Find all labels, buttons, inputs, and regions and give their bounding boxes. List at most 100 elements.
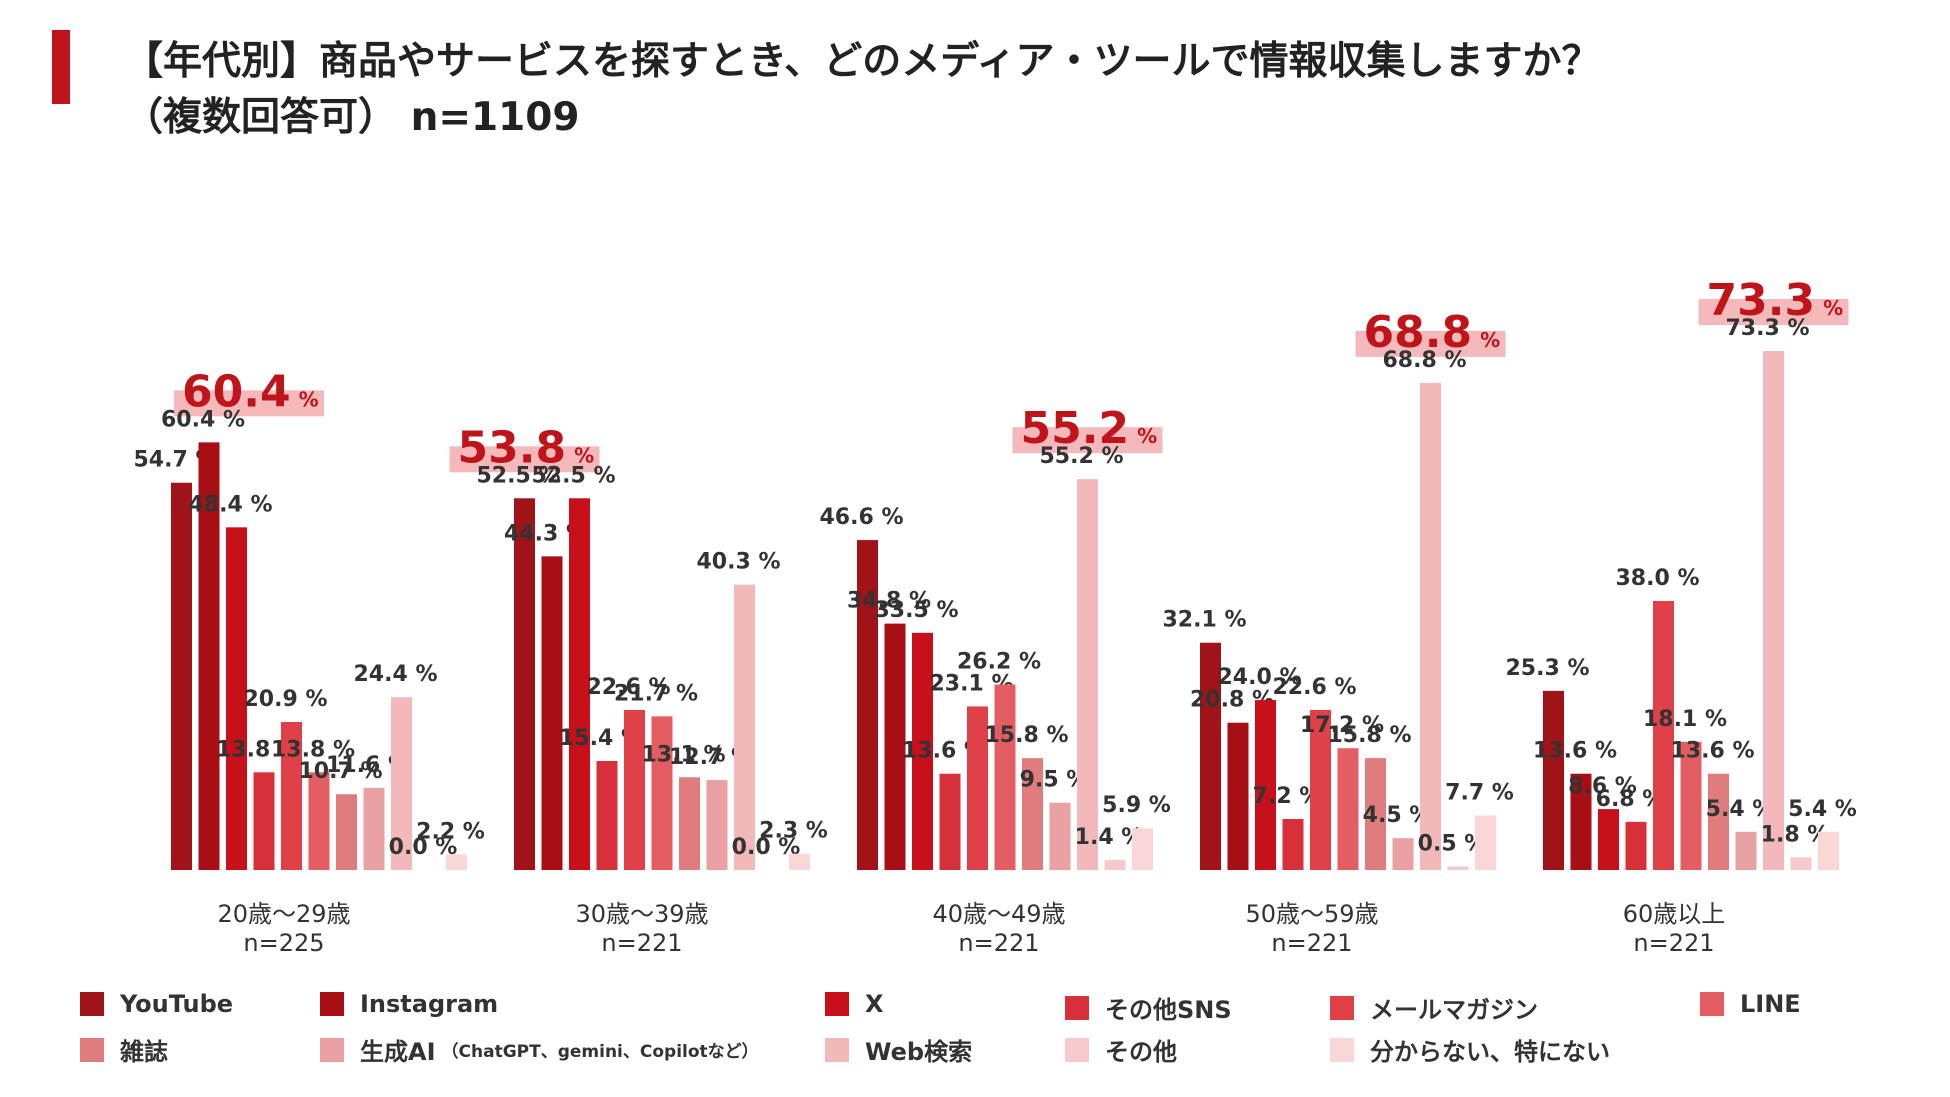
highlight-unit: %: [1480, 328, 1500, 352]
data-label: 48.4 %: [189, 492, 273, 517]
bar: [541, 556, 563, 870]
legend-item: X: [825, 990, 884, 1018]
bar: [651, 716, 673, 870]
data-label: 13.6 %: [1671, 739, 1755, 764]
data-label: 13.8 %: [271, 737, 355, 762]
bar: [1310, 709, 1331, 870]
legend-swatch: [1330, 995, 1354, 1020]
highlight-box: [1698, 299, 1849, 326]
legend-swatch: [1330, 1037, 1354, 1062]
group-label: 50歳～59歳: [1245, 900, 1378, 928]
data-label: 52.5 %: [477, 463, 561, 488]
bar: [706, 780, 728, 870]
title-line-2: （複数回答可） n=1109: [124, 95, 580, 140]
data-label: 24.4 %: [354, 662, 438, 687]
data-label: 24.0 %: [1218, 665, 1302, 690]
legend-label: Web検索: [865, 1038, 973, 1066]
bar: [789, 853, 810, 870]
data-label: 5.4 %: [1706, 797, 1775, 822]
group-sample-size: n=221: [958, 929, 1039, 957]
legend-item: 雑誌: [80, 1032, 168, 1067]
bar: [336, 794, 357, 870]
data-label: 32.1 %: [1163, 608, 1247, 633]
bar: [1420, 382, 1441, 870]
data-label: 22.6 %: [1273, 675, 1357, 700]
highlight-unit: %: [299, 387, 319, 411]
legend-label: Instagram: [360, 990, 499, 1018]
bar: [1625, 821, 1647, 870]
group-sample-size: n=221: [1271, 929, 1352, 957]
bar: [1200, 642, 1221, 870]
legend-item: メールマガジン: [1330, 990, 1538, 1025]
data-label: 5.4 %: [1788, 797, 1857, 822]
highlight-value: 68.8: [1364, 307, 1473, 358]
legend-label: 雑誌: [120, 1038, 168, 1066]
bar: [1255, 700, 1276, 870]
highlight-box: [1355, 330, 1506, 357]
bar: [884, 623, 906, 870]
highlight-value: 60.4: [182, 366, 291, 417]
data-label: 0.0 %: [732, 835, 801, 860]
bar: [171, 482, 192, 870]
bar: [1790, 857, 1812, 870]
title-line-1: 【年代別】商品やサービスを探すとき、どのメディア・ツールで情報収集しますか？: [124, 39, 1601, 84]
highlight-box: [1012, 427, 1163, 454]
legend-swatch: [1700, 992, 1724, 1016]
group-sample-size: n=221: [601, 929, 682, 957]
data-label: 15.8 %: [1328, 723, 1412, 748]
bar: [569, 498, 590, 870]
data-label: 22.6 %: [587, 675, 671, 700]
legend-swatch: [825, 992, 849, 1016]
highlight-value: 53.8: [458, 422, 567, 473]
chart-legend: YouTube Instagram X その他SNS メールマガジン LINE 雑誌 生成AI…: [80, 990, 1900, 1080]
bar: [1049, 802, 1071, 870]
bar: [308, 772, 330, 870]
bar: [994, 684, 1016, 870]
bar: [363, 787, 385, 870]
data-label: 7.2 %: [1253, 784, 1322, 809]
data-label: 17.2 %: [1300, 713, 1384, 738]
bar: [514, 498, 535, 870]
group-label: 60歳以上: [1623, 900, 1726, 928]
data-label: 21.7 %: [614, 681, 698, 706]
highlight-value: 55.2: [1021, 403, 1130, 454]
group-sample-size: n=225: [243, 929, 324, 957]
bar: [1227, 722, 1249, 870]
data-label: 34.8 %: [847, 589, 931, 614]
bar: [1077, 479, 1098, 870]
data-label: 10.7 %: [299, 759, 383, 784]
legend-note: （ChatGPT、gemini、Copilotなど）: [441, 1042, 759, 1062]
bar: [1818, 831, 1839, 870]
data-label: 0.0 %: [389, 835, 458, 860]
bar: [596, 760, 618, 870]
data-label: 38.0 %: [1616, 566, 1700, 591]
data-label: 1.4 %: [1075, 825, 1144, 850]
bar: [679, 777, 700, 870]
bar: [1543, 690, 1564, 870]
bar: [1680, 741, 1702, 870]
data-label: 26.2 %: [957, 650, 1041, 675]
bar: [624, 709, 645, 870]
data-label: 18.1 %: [1643, 707, 1727, 732]
bar: [1598, 809, 1619, 870]
data-label: 2.3 %: [759, 819, 828, 844]
highlight-box: [449, 446, 600, 473]
data-label: 8.6 %: [1568, 774, 1637, 799]
legend-swatch: [1065, 995, 1089, 1020]
highlight-unit: %: [1137, 424, 1157, 448]
bar: [1570, 773, 1592, 870]
legend-item: 生成AI （ChatGPT、gemini、Copilotなど）: [320, 1032, 759, 1067]
legend-label: X: [865, 990, 884, 1018]
bar: [391, 697, 412, 870]
data-label: 5.9 %: [1102, 793, 1171, 818]
data-label: 13.6 %: [1533, 739, 1617, 764]
bar: [446, 854, 467, 870]
highlight-value: 73.3: [1707, 275, 1816, 326]
bar: [912, 632, 933, 870]
legend-item: Instagram: [320, 990, 498, 1018]
data-label: 7.7 %: [1445, 780, 1514, 805]
highlight-unit: %: [1823, 296, 1843, 320]
legend-label: その他: [1105, 1038, 1177, 1066]
bar: [198, 442, 220, 870]
